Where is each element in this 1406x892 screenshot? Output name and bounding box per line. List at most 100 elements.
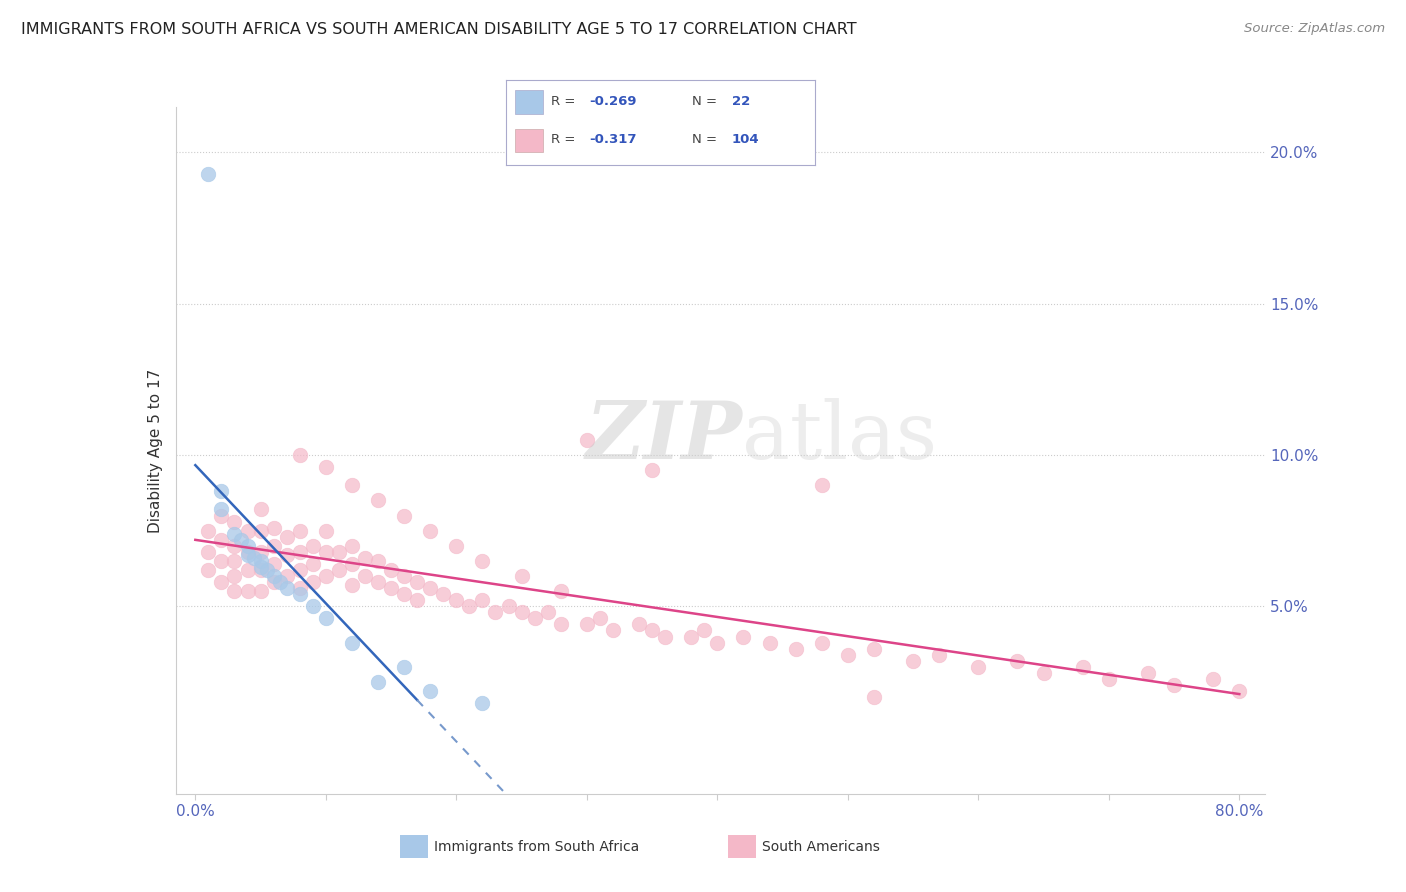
Point (249, 560, 271, 574)
Point (340, 478, 363, 492)
Point (229, 533, 252, 547)
Point (288, 587, 311, 601)
Point (641, 624, 664, 638)
Text: South Americans: South Americans (762, 839, 880, 854)
Point (256, 563, 278, 577)
Point (288, 581, 311, 595)
Point (575, 617, 598, 632)
Point (197, 167, 219, 181)
Point (354, 569, 377, 583)
Point (276, 530, 298, 544)
Point (498, 599, 520, 614)
Point (315, 545, 337, 559)
Point (224, 584, 246, 599)
Point (1007, 654, 1029, 668)
Point (432, 587, 454, 601)
Point (406, 593, 429, 607)
Text: IMMIGRANTS FROM SOUTH AFRICA VS SOUTH AMERICAN DISABILITY AGE 5 TO 17 CORRELATIO: IMMIGRANTS FROM SOUTH AFRICA VS SOUTH AM… (21, 22, 856, 37)
Point (288, 524, 311, 538)
Point (288, 563, 311, 577)
Point (419, 524, 441, 538)
Point (602, 624, 624, 638)
Point (288, 448, 311, 462)
Point (249, 554, 271, 568)
Point (209, 533, 232, 547)
Point (301, 539, 323, 553)
Point (589, 611, 612, 625)
Text: atlas: atlas (742, 398, 938, 475)
Point (340, 578, 363, 592)
Text: N =: N = (692, 95, 717, 109)
Y-axis label: Disability Age 5 to 17: Disability Age 5 to 17 (148, 368, 163, 533)
Point (249, 584, 271, 599)
Point (967, 660, 990, 674)
Point (733, 630, 755, 644)
Point (236, 524, 259, 538)
Point (392, 569, 415, 583)
Point (641, 463, 664, 477)
Text: -0.269: -0.269 (589, 95, 637, 109)
Point (263, 575, 285, 590)
Point (263, 557, 285, 571)
Point (550, 584, 572, 599)
Point (392, 660, 415, 674)
Point (1202, 672, 1225, 686)
Point (236, 545, 259, 559)
Bar (516, 128, 543, 153)
Point (471, 593, 494, 607)
Point (471, 696, 494, 710)
Point (269, 575, 291, 590)
Point (301, 557, 323, 571)
Text: 104: 104 (733, 133, 759, 146)
Point (197, 545, 219, 559)
Point (276, 569, 298, 583)
Point (249, 545, 271, 559)
Point (1136, 665, 1159, 680)
Point (209, 508, 232, 523)
Point (446, 539, 468, 553)
Text: Source: ZipAtlas.com: Source: ZipAtlas.com (1244, 22, 1385, 36)
Point (550, 617, 572, 632)
Point (1227, 684, 1250, 698)
Point (224, 539, 246, 553)
Point (367, 493, 389, 508)
Point (276, 581, 298, 595)
Point (340, 635, 363, 649)
Point (249, 524, 271, 538)
Point (224, 515, 246, 529)
Point (863, 690, 886, 704)
Text: N =: N = (692, 133, 717, 146)
Point (575, 433, 598, 447)
Text: Immigrants from South Africa: Immigrants from South Africa (434, 839, 640, 854)
Point (785, 641, 807, 656)
Point (458, 599, 481, 614)
Point (236, 548, 259, 562)
Point (224, 526, 246, 541)
Point (367, 674, 389, 689)
Point (380, 581, 402, 595)
Point (315, 460, 337, 475)
Point (537, 605, 560, 619)
Point (315, 524, 337, 538)
Point (901, 654, 924, 668)
Text: R =: R = (551, 95, 575, 109)
Point (315, 569, 337, 583)
Point (315, 611, 337, 625)
Point (301, 575, 323, 590)
Point (1098, 672, 1121, 686)
Point (224, 569, 246, 583)
Text: 22: 22 (733, 95, 751, 109)
Point (392, 587, 415, 601)
Point (510, 605, 533, 619)
Point (249, 502, 271, 516)
Point (446, 593, 468, 607)
Bar (399, 835, 427, 858)
Point (263, 539, 285, 553)
Point (706, 635, 728, 649)
Point (328, 545, 350, 559)
Point (224, 554, 246, 568)
Point (340, 539, 363, 553)
Point (863, 641, 886, 656)
Point (328, 563, 350, 577)
Point (236, 539, 259, 553)
